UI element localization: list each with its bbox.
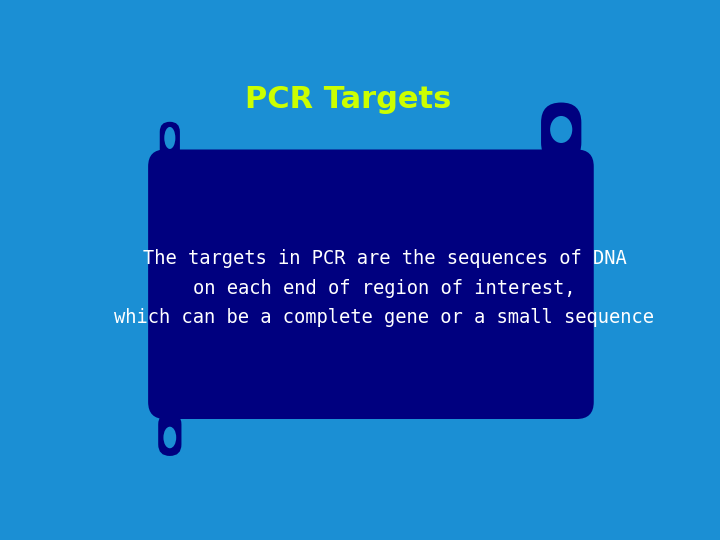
Ellipse shape (163, 427, 176, 448)
FancyBboxPatch shape (541, 103, 581, 163)
Text: PCR Targets: PCR Targets (245, 85, 451, 114)
FancyBboxPatch shape (158, 413, 181, 456)
FancyBboxPatch shape (160, 122, 180, 162)
FancyBboxPatch shape (152, 151, 590, 417)
Ellipse shape (164, 127, 176, 149)
Text: The targets in PCR are the sequences of DNA
on each end of region of interest,
w: The targets in PCR are the sequences of … (114, 249, 654, 327)
Ellipse shape (550, 116, 572, 143)
FancyBboxPatch shape (148, 150, 594, 419)
